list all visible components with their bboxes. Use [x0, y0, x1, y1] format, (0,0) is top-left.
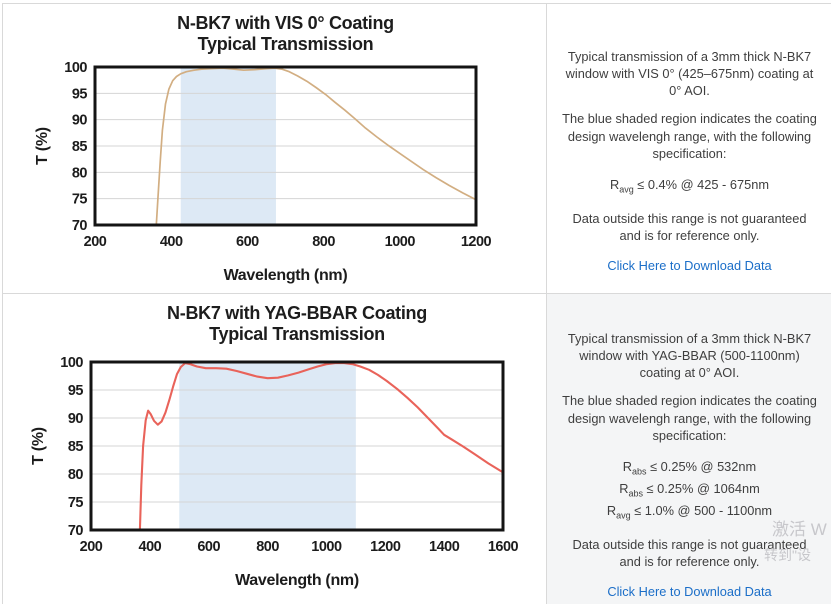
- vis-chart-cell: N-BK7 with VIS 0° Coating Typical Transmi…: [3, 4, 546, 293]
- svg-text:100: 100: [64, 60, 87, 76]
- svg-text:1200: 1200: [370, 539, 401, 555]
- svg-text:95: 95: [68, 383, 84, 399]
- svg-text:600: 600: [236, 234, 259, 250]
- svg-text:1600: 1600: [488, 539, 519, 555]
- vis-transmission-chart: 70 75 80 85 90 95 100 200 400 600 800 1000 1200 Wavel…: [3, 59, 546, 293]
- svg-text:100: 100: [60, 355, 83, 371]
- yag-band-note: The blue shaded region indicates the coa…: [562, 393, 817, 443]
- content-table: N-BK7 with VIS 0° Coating Typical Transmi…: [2, 3, 831, 604]
- svg-text:1400: 1400: [429, 539, 460, 555]
- spec-line: Rabs ≤ 0.25% @ 532nm: [622, 458, 757, 477]
- svg-text:70: 70: [68, 523, 84, 539]
- svg-text:75: 75: [72, 192, 88, 208]
- spec-line: Rabs ≤ 0.25% @ 1064nm: [619, 480, 760, 499]
- yag-disclaimer: Data outside this range is not guarantee…: [572, 536, 807, 570]
- svg-text:400: 400: [139, 539, 162, 555]
- svg-text:70: 70: [72, 218, 88, 234]
- vis-chart-title-line1: N-BK7 with VIS 0° Coating: [177, 13, 394, 33]
- vis-disclaimer: Data outside this range is not guarantee…: [572, 210, 807, 244]
- svg-text:95: 95: [72, 87, 88, 103]
- svg-text:200: 200: [80, 539, 103, 555]
- svg-text:85: 85: [68, 439, 84, 455]
- vis-description-panel: Typical transmission of a 3mm thick N-BK…: [546, 4, 831, 293]
- svg-text:1000: 1000: [311, 539, 342, 555]
- svg-text:Wavelength (nm): Wavelength (nm): [235, 572, 359, 589]
- svg-text:400: 400: [160, 234, 183, 250]
- svg-text:600: 600: [197, 539, 220, 555]
- svg-text:80: 80: [68, 467, 84, 483]
- svg-text:Wavelength (nm): Wavelength (nm): [224, 267, 348, 284]
- svg-text:800: 800: [312, 234, 335, 250]
- yag-download-data-link[interactable]: Click Here to Download Data: [607, 584, 772, 600]
- svg-text:90: 90: [72, 113, 88, 129]
- svg-text:T (%): T (%): [30, 428, 47, 466]
- svg-text:1200: 1200: [461, 234, 492, 250]
- vis-spec-list: Ravg ≤ 0.4% @ 425 - 675nm: [561, 175, 818, 197]
- svg-text:1000: 1000: [385, 234, 416, 250]
- yag-description-text: Typical transmission of a 3mm thick N-BK…: [567, 331, 812, 381]
- vis-band-note: The blue shaded region indicates the coa…: [562, 111, 817, 161]
- svg-text:85: 85: [72, 139, 88, 155]
- svg-text:90: 90: [68, 411, 84, 427]
- vis-chart-title: N-BK7 with VIS 0° Coating Typical Transmi…: [95, 13, 476, 55]
- spec-line: Ravg ≤ 1.0% @ 500 - 1100nm: [606, 502, 773, 521]
- vis-chart-title-line2: Typical Transmission: [197, 34, 374, 55]
- svg-text:75: 75: [68, 495, 84, 511]
- yag-chart-title-line2: Typical Transmission: [209, 324, 385, 345]
- svg-text:80: 80: [72, 166, 88, 182]
- vis-download-data-link[interactable]: Click Here to Download Data: [607, 258, 772, 274]
- svg-text:T (%): T (%): [34, 128, 51, 166]
- svg-text:200: 200: [84, 234, 107, 250]
- yag-chart-title-line1: N-BK7 with YAG-BBAR Coating: [167, 303, 427, 323]
- svg-text:800: 800: [256, 539, 279, 555]
- yag-description-panel: Typical transmission of a 3mm thick N-BK…: [546, 293, 831, 604]
- yag-spec-list: Rabs ≤ 0.25% @ 532nm Rabs ≤ 0.25% @ 1064n…: [561, 457, 818, 523]
- yag-transmission-chart: 70 75 80 85 90 95 100 200 400 600 800 1000 1200 1400 1…: [3, 349, 546, 600]
- vis-description-text: Typical transmission of a 3mm thick N-BK…: [565, 49, 814, 99]
- yag-chart-title: N-BK7 with YAG-BBAR Coating Typical Trans…: [91, 303, 503, 345]
- spec-line: Ravg ≤ 0.4% @ 425 - 675nm: [609, 176, 770, 195]
- yag-chart-cell: N-BK7 with YAG-BBAR Coating Typical Trans…: [3, 293, 546, 604]
